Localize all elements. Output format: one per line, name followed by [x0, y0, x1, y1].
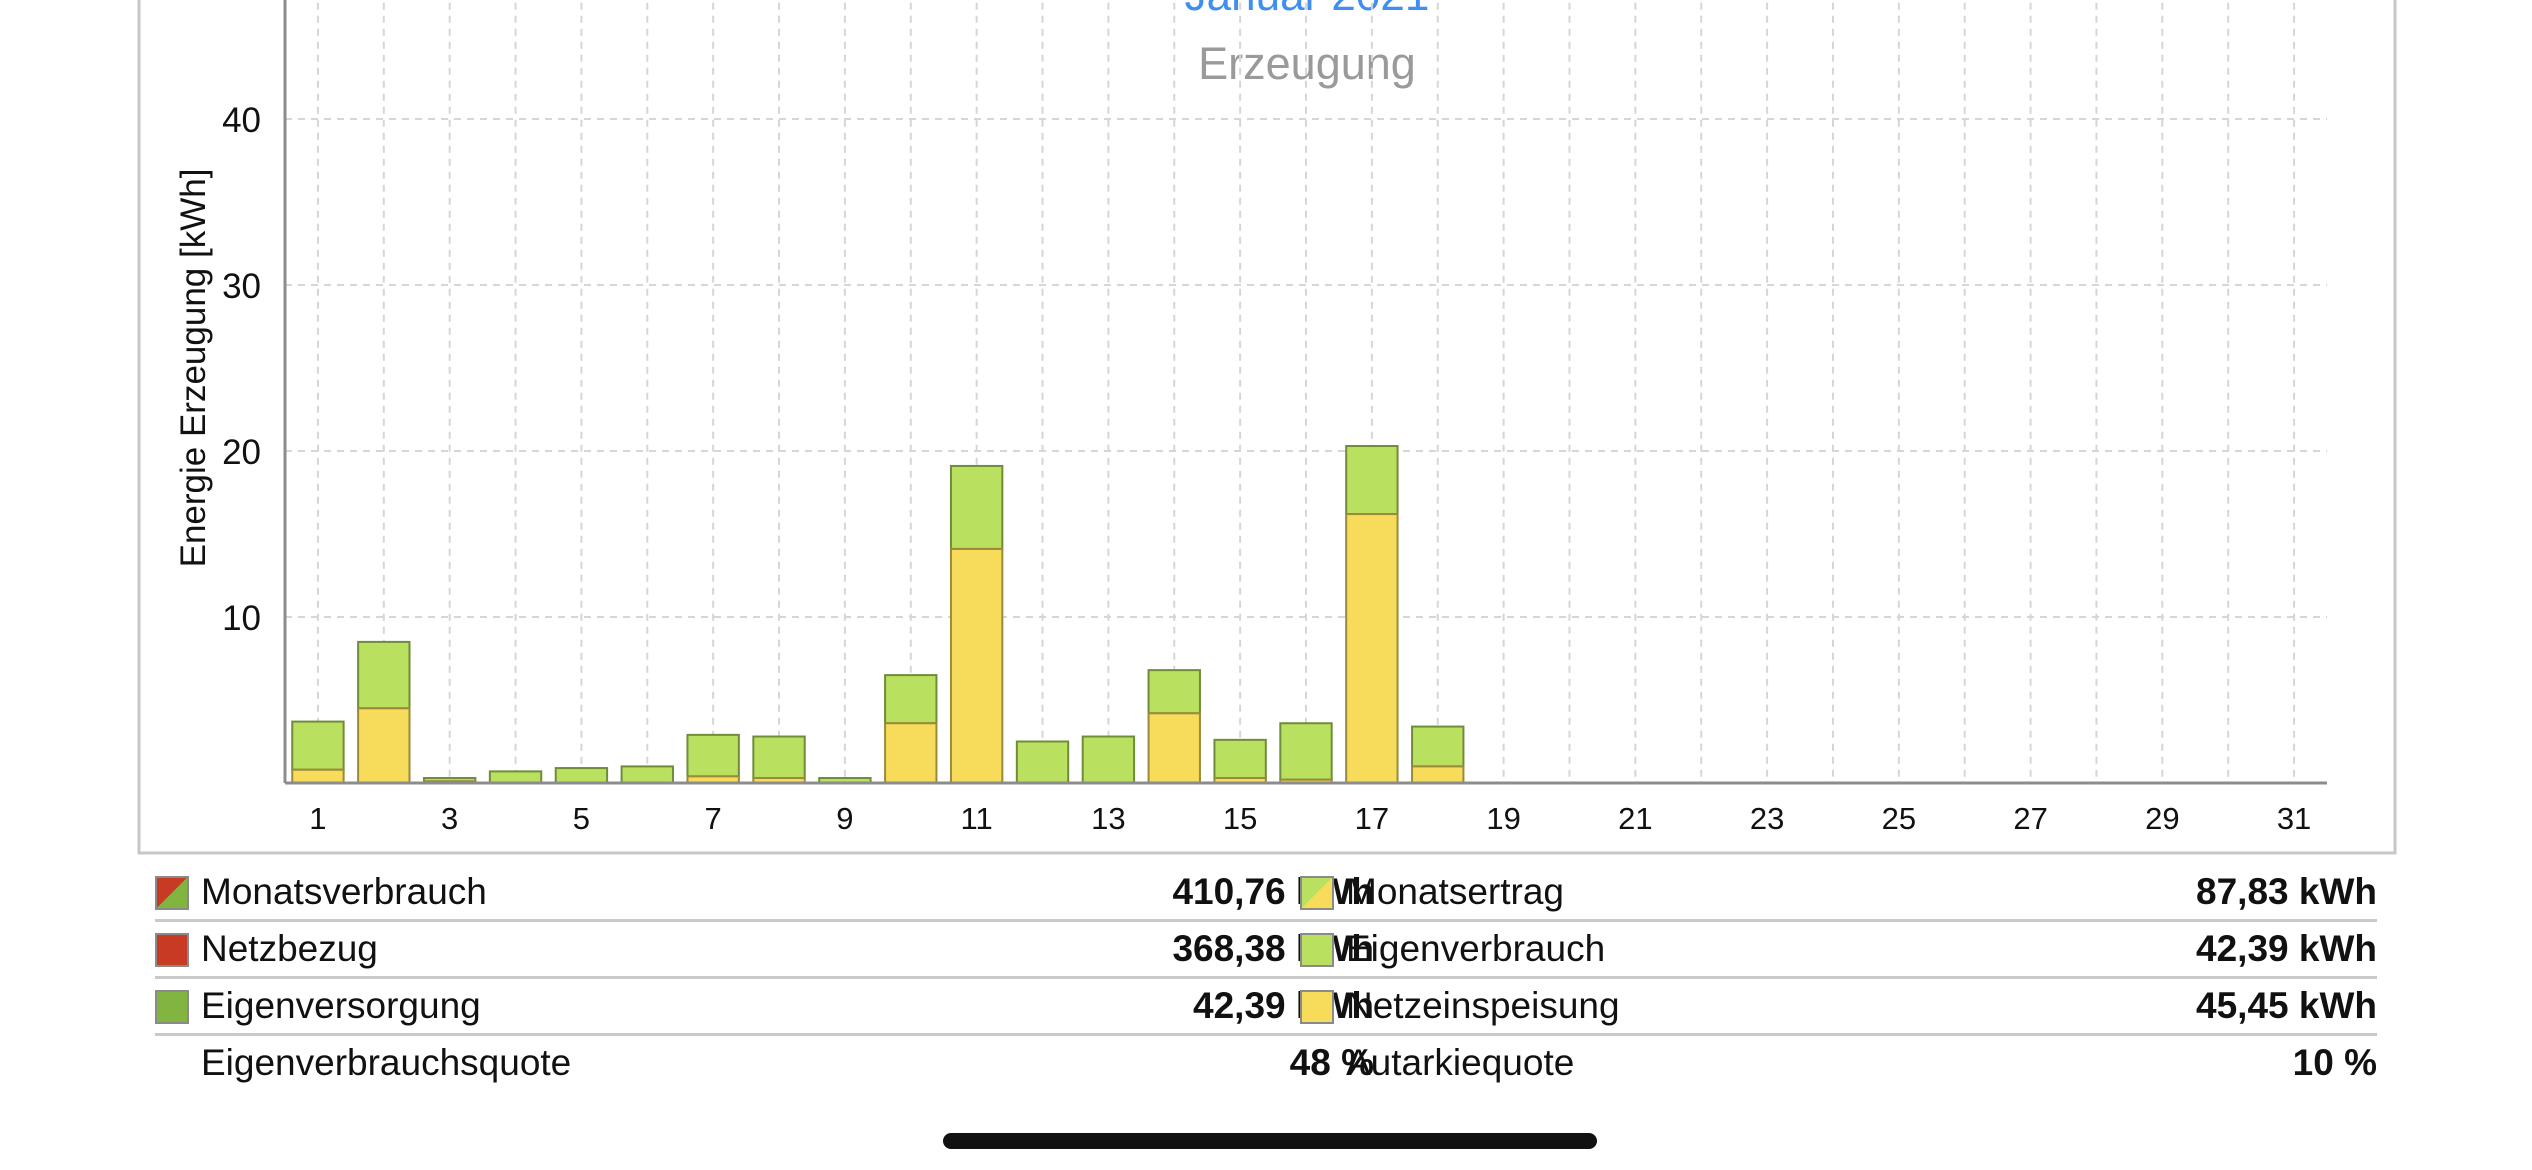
bar-eigenverbrauch — [1213, 738, 1267, 780]
self-supply-value: 42,39 kWh — [1193, 985, 1374, 1026]
y-tick-label: 20 — [222, 433, 261, 472]
x-tick-label: 11 — [961, 801, 993, 836]
x-tick-label: 31 — [2277, 801, 2311, 836]
x-tick-label: 29 — [2145, 801, 2179, 836]
own-consumption-swatch-icon — [1300, 933, 1334, 967]
feed-in-swatch-icon — [1300, 990, 1334, 1024]
bar-eigenverbrauch — [1411, 725, 1465, 768]
x-tick-label: 9 — [836, 801, 853, 836]
x-tick-label: 17 — [1355, 801, 1389, 836]
monthly-yield-label: Monatsertrag — [1346, 871, 1564, 912]
x-tick-label: 21 — [1618, 801, 1652, 836]
y-tick-label: 10 — [222, 599, 261, 638]
own-consumption-ratio-label: Eigenverbrauchsquote — [201, 1042, 572, 1083]
bar-netzeinspeisung — [1345, 513, 1399, 785]
summary-row: Netzbezug 368,38 kWh Eigenverbrauch 42,3… — [155, 922, 2377, 979]
x-tick-label: 23 — [1750, 801, 1784, 836]
grid-import-label: Netzbezug — [201, 928, 378, 969]
monthly-yield-value: 87,83 kWh — [2196, 871, 2377, 912]
grid-import-value: 368,38 kWh — [1172, 928, 1374, 969]
summary-row: Eigenverbrauchsquote 48 % Autarkiequote … — [155, 1036, 2377, 1090]
x-tick-label: 3 — [441, 801, 458, 836]
monthly-consumption-swatch-icon — [155, 876, 189, 910]
x-tick-label: 5 — [573, 801, 590, 836]
bar-netzeinspeisung — [357, 707, 411, 784]
bar-netzeinspeisung — [1147, 712, 1201, 785]
y-tick-label: 40 — [222, 101, 261, 140]
bar-netzeinspeisung — [1411, 765, 1465, 785]
bar-netzeinspeisung — [291, 768, 345, 784]
own-consumption-ratio-value: 48 % — [1289, 1042, 1374, 1083]
bar-eigenverbrauch — [620, 765, 674, 785]
bars — [291, 445, 1465, 785]
chart-frame — [137, 0, 2397, 855]
x-tick-label: 15 — [1223, 801, 1257, 836]
bar-eigenverbrauch — [488, 770, 543, 785]
bar-netzeinspeisung — [884, 722, 938, 784]
x-tick-label: 1 — [309, 801, 326, 836]
bar-eigenverbrauch — [752, 735, 806, 780]
summary-row: Eigenversorgung 42,39 kWh Netzeinspeisun… — [155, 979, 2377, 1036]
monthly-consumption-value: 410,76 kWh — [1172, 871, 1374, 912]
monthly-consumption-label: Monatsverbrauch — [201, 871, 487, 912]
bar-eigenverbrauch — [949, 464, 1004, 550]
bar-eigenverbrauch — [1279, 722, 1333, 781]
autarky-ratio-label: Autarkiequote — [1346, 1042, 1575, 1083]
x-tick-label: 27 — [2013, 801, 2047, 836]
bar-eigenverbrauch — [1081, 735, 1136, 785]
x-tick-label: 13 — [1091, 801, 1125, 836]
home-indicator[interactable] — [943, 1133, 1597, 1149]
monthly-yield-swatch-icon — [1300, 876, 1334, 910]
chart-title: Januar 2021 — [1185, 0, 1430, 20]
bar-eigenverbrauch — [554, 767, 609, 784]
bar-netzeinspeisung — [949, 547, 1004, 784]
bar-eigenverbrauch — [1147, 669, 1201, 715]
y-axis-label: Energie Erzeugung [kWh] — [174, 169, 213, 568]
grid-import-swatch-icon — [155, 933, 189, 967]
bar-eigenverbrauch — [884, 674, 938, 725]
bar-eigenverbrauch — [357, 640, 411, 710]
self-supply-label: Eigenversorgung — [201, 985, 481, 1026]
x-tick-label: 19 — [1486, 801, 1520, 836]
feed-in-label: Netzeinspeisung — [1346, 985, 1620, 1026]
bar-eigenverbrauch — [686, 733, 740, 778]
autarky-ratio-value: 10 % — [2292, 1042, 2377, 1083]
feed-in-value: 45,45 kWh — [2196, 985, 2377, 1026]
own-consumption-label: Eigenverbrauch — [1346, 928, 1606, 969]
own-consumption-value: 42,39 kWh — [2196, 928, 2377, 969]
summary-table: Monatsverbrauch 410,76 kWh Monatsertrag … — [155, 865, 2377, 1090]
bar-eigenverbrauch — [291, 720, 345, 771]
bar-eigenverbrauch — [1015, 740, 1070, 784]
self-supply-swatch-icon — [155, 990, 189, 1024]
x-tick-label: 7 — [705, 801, 722, 836]
bar-eigenverbrauch — [1345, 445, 1399, 516]
y-tick-label: 30 — [222, 267, 261, 306]
x-tick-label: 25 — [1882, 801, 1916, 836]
summary-row: Monatsverbrauch 410,76 kWh Monatsertrag … — [155, 865, 2377, 922]
